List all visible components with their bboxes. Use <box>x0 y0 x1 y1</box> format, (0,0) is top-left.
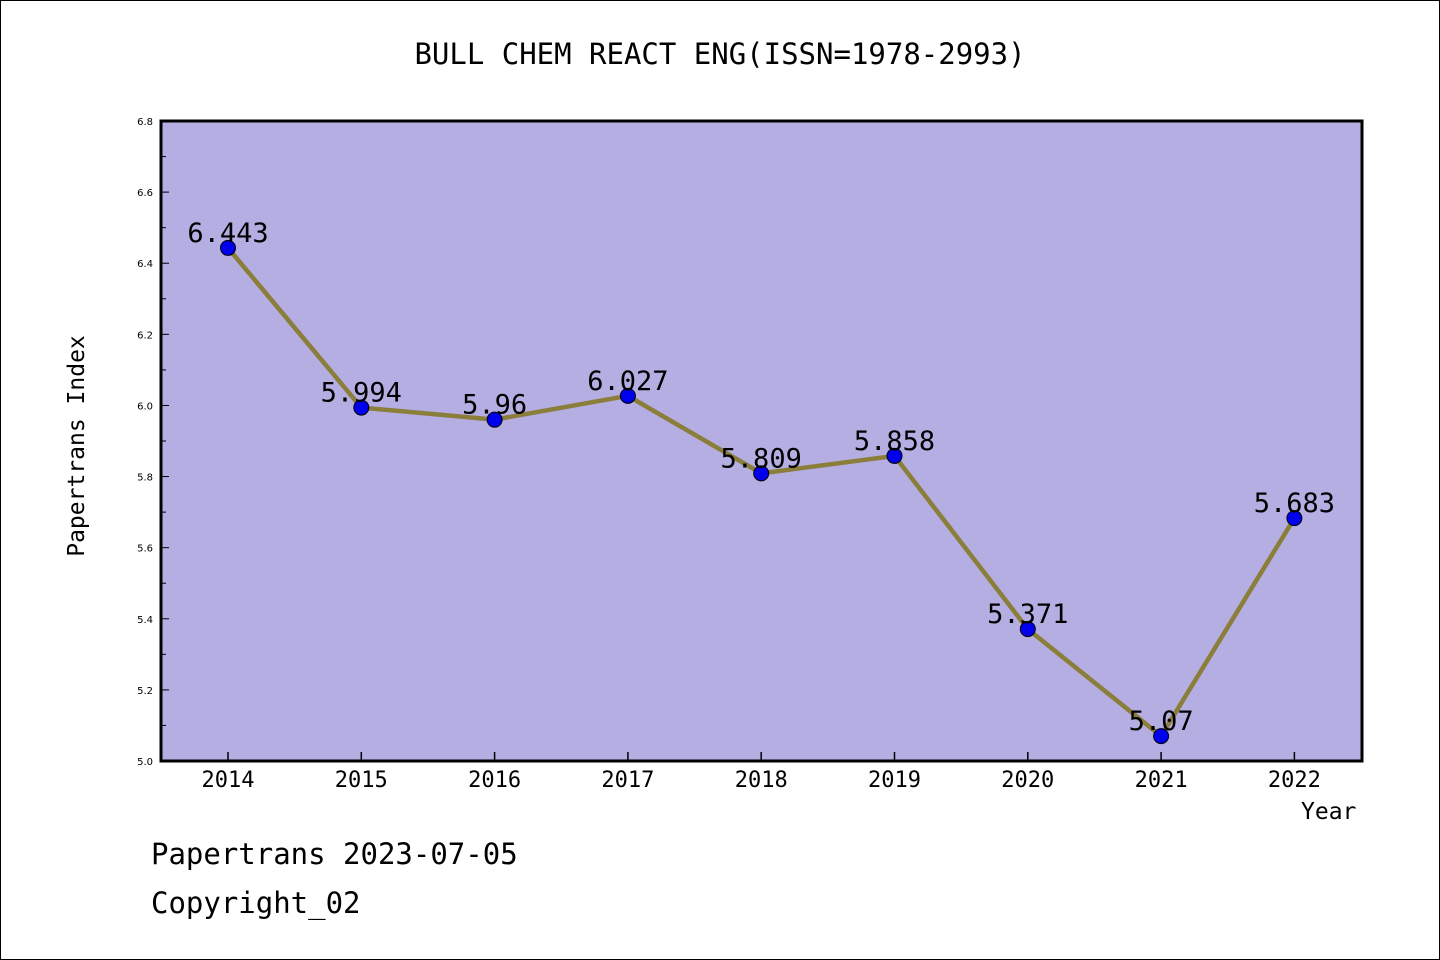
x-tick-label: 2022 <box>1268 768 1321 793</box>
x-tick-label: 2018 <box>735 768 788 793</box>
plot-area <box>161 121 1362 761</box>
y-tick-label: 5.6 <box>137 544 153 555</box>
data-point <box>1286 510 1303 527</box>
plot-border <box>159 119 1364 763</box>
data-label: 5.96 <box>462 390 527 421</box>
data-label: 5.809 <box>721 443 802 474</box>
data-point <box>619 387 636 404</box>
data-point <box>220 239 236 256</box>
y-tick-label: 5.8 <box>137 473 153 484</box>
x-tick-label: 2017 <box>601 768 654 793</box>
chart-title: BULL CHEM REACT ENG(ISSN=1978-2993) <box>414 37 1026 71</box>
y-tick-label: 6.8 <box>137 117 153 128</box>
x-tick-label: 2020 <box>1001 768 1054 793</box>
data-point <box>1153 728 1170 745</box>
data-point <box>886 447 903 464</box>
y-axis-label: Papertrans Index <box>64 335 90 557</box>
y-tick-label: 6.2 <box>137 330 153 341</box>
footer-copyright-text: Copyright_02 <box>151 886 361 920</box>
x-tick-label: 2016 <box>468 768 521 793</box>
data-label: 6.027 <box>587 366 668 397</box>
data-point <box>353 399 370 416</box>
x-tick-label: 2014 <box>202 768 255 793</box>
data-label: 5.371 <box>987 599 1068 630</box>
y-tick-label: 6.0 <box>137 401 153 412</box>
data-point <box>753 465 770 482</box>
y-tick-label: 5.4 <box>137 615 153 626</box>
data-label: 5.07 <box>1129 706 1194 737</box>
x-axis-label: Year <box>1301 799 1357 825</box>
data-label: 5.858 <box>854 426 935 457</box>
footer-date-text: Papertrans 2023-07-05 <box>151 837 518 871</box>
y-tick-label: 6.4 <box>137 259 153 270</box>
x-tick-label: 2021 <box>1135 768 1188 793</box>
data-point <box>486 411 503 428</box>
y-tick-label: 5.0 <box>137 757 153 768</box>
y-tick-label: 5.2 <box>137 686 153 697</box>
data-point <box>1019 621 1036 638</box>
data-label: 6.443 <box>187 218 268 249</box>
data-label: 5.683 <box>1254 488 1335 519</box>
data-label: 5.994 <box>321 378 402 409</box>
y-tick-label: 6.6 <box>137 188 153 199</box>
x-tick-label: 2015 <box>335 768 388 793</box>
x-tick-label: 2019 <box>868 768 921 793</box>
